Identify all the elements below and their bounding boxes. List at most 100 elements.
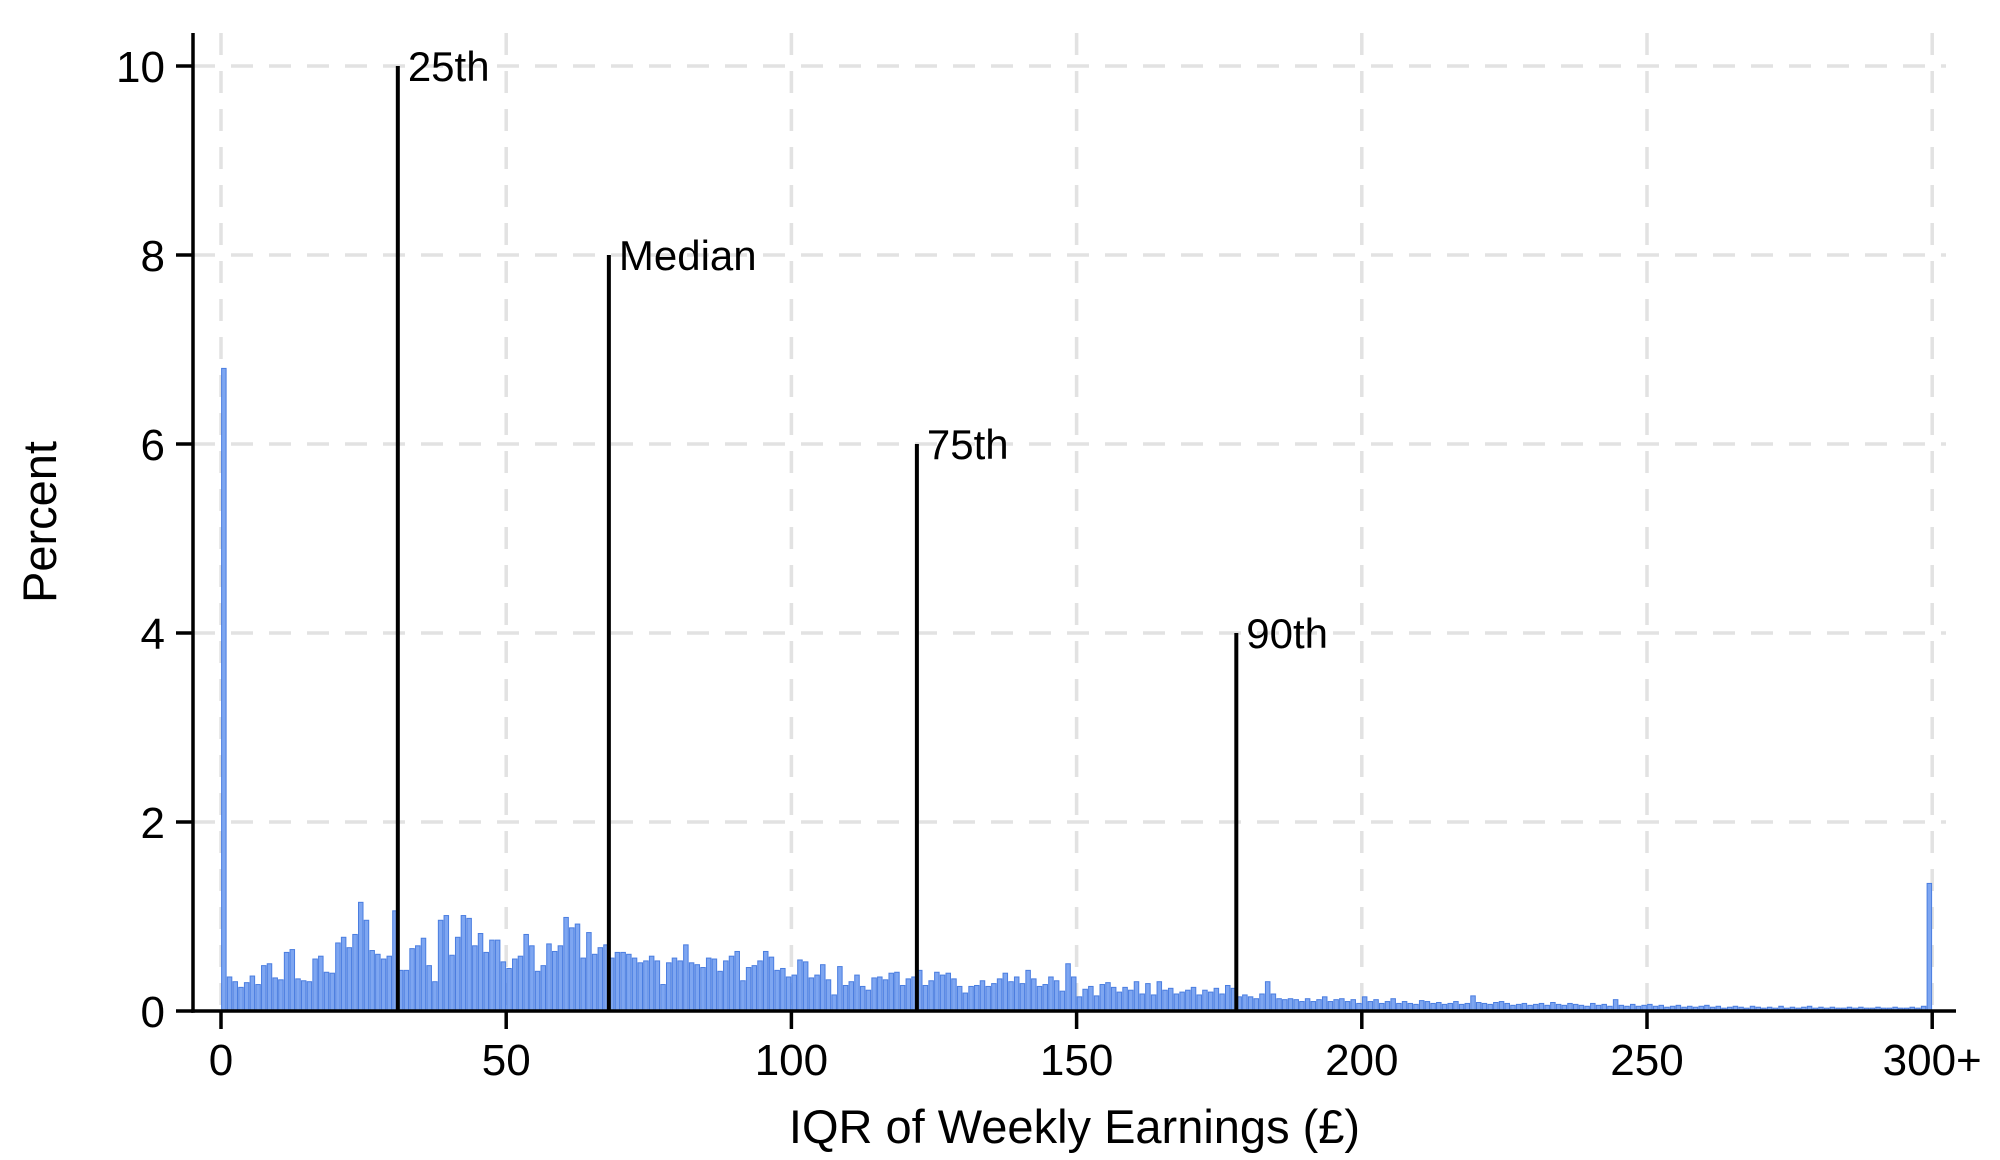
x-tick-label: 50 bbox=[482, 1036, 531, 1085]
histogram-bar bbox=[808, 977, 815, 1012]
histogram-bar bbox=[660, 984, 666, 1012]
histogram-bar bbox=[261, 965, 267, 1012]
histogram-bar bbox=[882, 979, 889, 1012]
histogram-bar bbox=[1202, 989, 1208, 1012]
histogram-bar bbox=[500, 961, 507, 1012]
histogram-bar bbox=[648, 955, 655, 1012]
histogram-bar bbox=[871, 977, 877, 1012]
histogram-bar bbox=[318, 955, 324, 1012]
histogram-bar bbox=[671, 957, 678, 1012]
histogram-bar bbox=[1259, 993, 1265, 1012]
histogram-bar bbox=[1048, 976, 1054, 1012]
histogram-bar bbox=[740, 980, 746, 1012]
histogram-bar bbox=[1150, 994, 1157, 1012]
histogram-bar bbox=[1133, 981, 1140, 1012]
histogram-bar bbox=[1156, 981, 1163, 1012]
histogram-bar bbox=[1110, 986, 1117, 1012]
histogram-bar bbox=[597, 947, 604, 1012]
percentile-label-25th: 25th bbox=[408, 43, 490, 90]
histogram-bar bbox=[751, 965, 758, 1012]
histogram-bar bbox=[700, 967, 706, 1012]
histogram-bar bbox=[409, 948, 415, 1012]
percentile-label-90th: 90th bbox=[1246, 610, 1328, 657]
histogram-bar bbox=[939, 974, 946, 1012]
y-tick-label: 2 bbox=[141, 799, 165, 848]
histogram-bar bbox=[283, 951, 290, 1012]
histogram-bar bbox=[934, 971, 940, 1012]
histogram-bar bbox=[922, 984, 929, 1012]
histogram-bar bbox=[517, 955, 524, 1012]
histogram-bar bbox=[785, 976, 792, 1012]
histogram-bar bbox=[1031, 978, 1037, 1012]
histogram-bar bbox=[226, 976, 233, 1012]
histogram-bar bbox=[335, 942, 341, 1012]
histogram-bar bbox=[563, 916, 569, 1012]
x-tick-label: 100 bbox=[755, 1036, 828, 1085]
histogram-bar bbox=[1036, 985, 1043, 1012]
histogram-bar bbox=[654, 960, 661, 1012]
histogram-bar bbox=[272, 977, 278, 1012]
histogram-bar bbox=[1167, 987, 1174, 1012]
histogram-bar bbox=[1093, 995, 1100, 1012]
histogram-bar bbox=[295, 978, 301, 1012]
histogram-bar bbox=[460, 915, 467, 1012]
histogram-bar bbox=[346, 947, 353, 1012]
histogram-bar bbox=[1116, 991, 1123, 1012]
x-tick-label: 0 bbox=[209, 1036, 233, 1085]
histogram-bar bbox=[825, 979, 832, 1012]
histogram-bar bbox=[437, 919, 444, 1012]
histogram-bar bbox=[574, 923, 581, 1012]
histogram-bar bbox=[1173, 993, 1180, 1012]
histogram-bar bbox=[820, 964, 826, 1012]
histogram-bar bbox=[249, 975, 256, 1012]
histogram-bar bbox=[831, 994, 837, 1012]
histogram-bar bbox=[375, 953, 381, 1012]
histogram-bar bbox=[386, 955, 393, 1012]
histogram-bar bbox=[1070, 976, 1077, 1012]
histogram-bar bbox=[278, 979, 284, 1012]
histogram-bar bbox=[289, 949, 296, 1012]
histogram-bar bbox=[694, 964, 701, 1012]
histogram-bar bbox=[546, 943, 552, 1012]
histogram-bar bbox=[1139, 993, 1145, 1012]
y-tick-label: 8 bbox=[141, 232, 165, 281]
histogram-bar bbox=[620, 951, 626, 1012]
histogram-bar bbox=[1304, 998, 1311, 1012]
histogram-bar bbox=[1470, 995, 1476, 1012]
histogram-bar bbox=[232, 981, 239, 1012]
histogram-bar bbox=[1225, 984, 1231, 1012]
histogram-bar bbox=[403, 969, 410, 1012]
histogram-bar bbox=[877, 976, 883, 1012]
histogram-bar bbox=[415, 945, 421, 1012]
x-tick-label: 300+ bbox=[1883, 1036, 1982, 1085]
histogram-bar bbox=[300, 980, 307, 1012]
histogram-bar bbox=[768, 956, 775, 1012]
histogram-bar bbox=[762, 950, 769, 1012]
histogram-bar bbox=[1162, 989, 1168, 1012]
histogram-bar bbox=[951, 978, 957, 1012]
histogram-bar bbox=[506, 967, 512, 1012]
histogram-bar bbox=[859, 985, 866, 1012]
histogram-bar bbox=[306, 981, 313, 1012]
histogram-bar bbox=[1128, 989, 1134, 1012]
histogram-bar bbox=[1390, 998, 1396, 1012]
histogram-bar bbox=[243, 982, 250, 1012]
gridlines bbox=[193, 33, 1946, 1011]
histogram-bar bbox=[591, 953, 598, 1012]
percentile-label-median: Median bbox=[619, 232, 757, 279]
histogram-bar bbox=[1361, 996, 1368, 1012]
histogram-bar bbox=[643, 960, 649, 1012]
y-tick-label: 0 bbox=[141, 988, 165, 1037]
histogram-bar bbox=[1219, 993, 1225, 1012]
histogram-bar bbox=[945, 972, 952, 1012]
histogram-bar bbox=[551, 950, 558, 1012]
histogram-bar bbox=[221, 367, 227, 1012]
histogram-bar bbox=[797, 959, 803, 1012]
histogram-bar bbox=[312, 958, 318, 1012]
histogram-bar bbox=[780, 967, 786, 1012]
histogram-bar bbox=[996, 978, 1003, 1012]
histogram-bar bbox=[1242, 994, 1248, 1012]
x-tick-label: 150 bbox=[1040, 1036, 1113, 1085]
